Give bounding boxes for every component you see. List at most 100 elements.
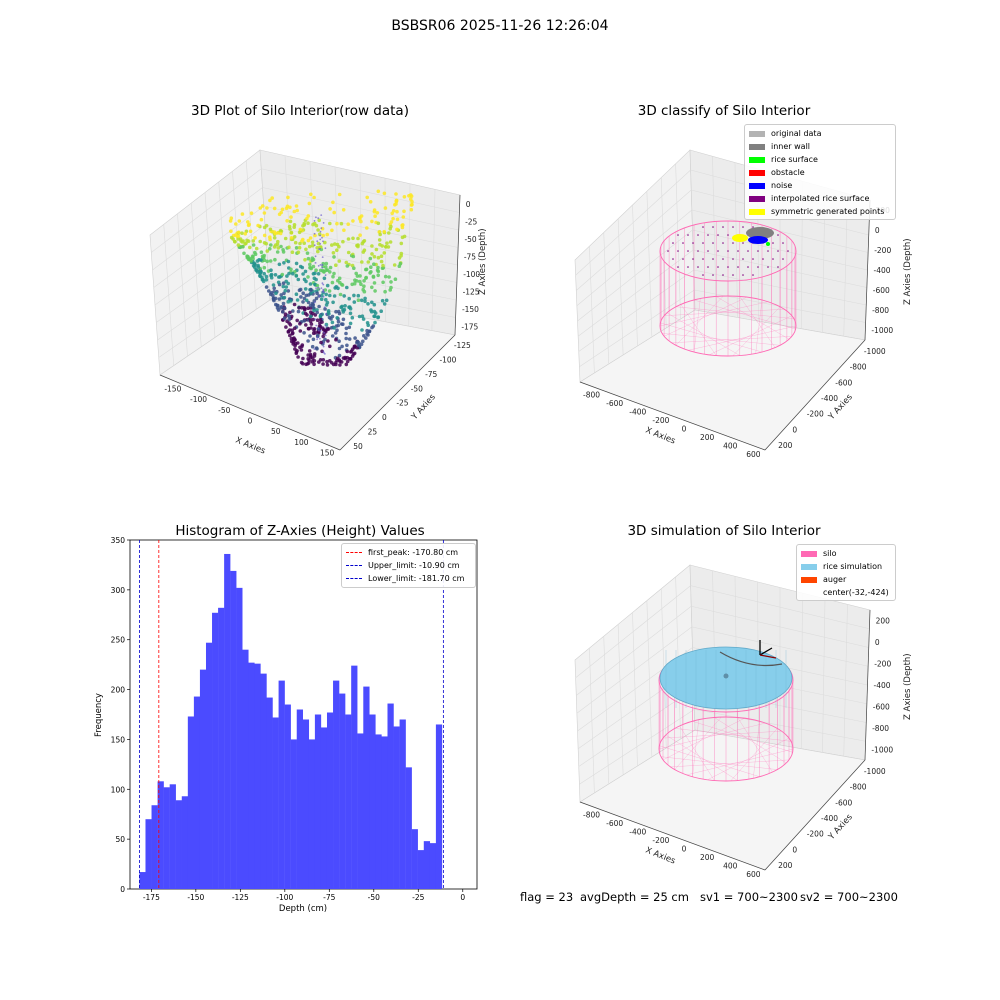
panel2-legend-entry: noise bbox=[749, 179, 891, 192]
histogram-xtick: -100 bbox=[276, 893, 293, 902]
panel1-ylabel: Y Axies bbox=[409, 392, 438, 423]
figure-title: BSBSR06 2025-11-26 12:26:04 bbox=[391, 18, 609, 34]
p1-xtick: 0 bbox=[248, 417, 253, 426]
panel2-classified-points bbox=[667, 226, 789, 276]
legend-label: first_peak: -170.80 cm bbox=[368, 548, 459, 557]
p2-ztick: -800 bbox=[872, 306, 889, 315]
histogram-bar bbox=[145, 819, 152, 889]
histogram-ytick: 150 bbox=[111, 735, 126, 744]
histogram-bar bbox=[163, 787, 170, 889]
p1-ztick: -100 bbox=[463, 270, 480, 279]
legend-label: Lower_limit: -181.70 cm bbox=[368, 574, 465, 583]
panel4-xlabel: X Axies bbox=[644, 846, 677, 867]
p1-ytick: 25 bbox=[368, 427, 378, 436]
p2-xtick: 600 bbox=[746, 450, 761, 459]
histogram-bar bbox=[375, 734, 382, 889]
panel4-legend-entry: center(-32,-424) bbox=[801, 586, 891, 599]
histogram-bar bbox=[399, 719, 406, 889]
panel4-rice-simulation bbox=[659, 640, 793, 710]
p2-ytick: -400 bbox=[821, 394, 838, 403]
p4-ztick: -200 bbox=[874, 660, 891, 669]
histogram-bar bbox=[151, 805, 158, 889]
legend-swatch bbox=[749, 208, 765, 215]
panel2-legend-entry: symmetric generated points bbox=[749, 205, 891, 218]
status-sv2: sv2 = 700~2300 bbox=[800, 890, 898, 904]
histogram-bar bbox=[308, 739, 316, 889]
histogram-bar bbox=[351, 665, 358, 889]
histogram-bar bbox=[345, 714, 352, 889]
p2-xtick: 200 bbox=[700, 433, 715, 442]
p1-xtick: -100 bbox=[190, 395, 207, 404]
status-flag: flag = 23 bbox=[520, 890, 574, 904]
histogram-xtick: -175 bbox=[143, 893, 160, 902]
histogram-bar bbox=[254, 663, 261, 889]
panel2-legend-entry: interpolated rice surface bbox=[749, 192, 891, 205]
p4-xtick: -200 bbox=[652, 836, 669, 845]
p1-ztick: -75 bbox=[464, 252, 476, 261]
p4-ztick: -1000 bbox=[871, 745, 893, 754]
histogram-xtick: -150 bbox=[187, 893, 204, 902]
histogram-bar bbox=[199, 669, 207, 889]
panel1-title: 3D Plot of Silo Interior(row data) bbox=[191, 103, 409, 119]
status-sv1: sv1 = 700~2300 bbox=[700, 890, 798, 904]
histogram-bar bbox=[369, 714, 376, 889]
histogram-ytick: 200 bbox=[111, 686, 126, 695]
histogram-bar bbox=[333, 680, 340, 889]
p1-ztick: -25 bbox=[465, 217, 477, 226]
histogram-legend-entry: first_peak: -170.80 cm bbox=[346, 546, 471, 559]
p1-xtick: 50 bbox=[271, 427, 281, 436]
histogram-bar bbox=[405, 767, 412, 889]
legend-label: rice surface bbox=[771, 155, 818, 164]
p2-xtick: 0 bbox=[682, 424, 687, 433]
histogram-legend-entry: Lower_limit: -181.70 cm bbox=[346, 572, 471, 585]
histogram-chart: -175 -150 -125 -100 -75 -50 -25 0 0 50 100 150 200 2… bbox=[94, 536, 478, 914]
panel4-legend-entry: auger bbox=[801, 573, 891, 586]
p1-xtick: 150 bbox=[320, 449, 335, 458]
histogram-bar bbox=[212, 612, 219, 889]
histogram-bar bbox=[284, 704, 291, 889]
p1-ytick: -125 bbox=[454, 341, 471, 350]
panel2-legend-entry: rice surface bbox=[749, 153, 891, 166]
p1-ztick: -125 bbox=[463, 287, 480, 296]
legend-label: silo bbox=[823, 549, 837, 558]
panel4-zlabel: Z Axies (Depth) bbox=[903, 653, 913, 720]
histogram-bar bbox=[290, 739, 297, 889]
histogram-bar bbox=[363, 686, 370, 889]
legend-line-swatch bbox=[346, 578, 362, 579]
histogram-ytick: 50 bbox=[115, 835, 125, 844]
legend-swatch bbox=[801, 563, 817, 570]
panel1-xlabel: X Axies bbox=[234, 436, 267, 457]
p4-xtick: 0 bbox=[682, 844, 687, 853]
histogram-bar bbox=[169, 784, 176, 889]
p2-ytick: 200 bbox=[778, 441, 793, 450]
histogram-ytick: 250 bbox=[111, 636, 126, 645]
histogram-bar bbox=[320, 727, 328, 889]
p1-ytick: -75 bbox=[425, 370, 437, 379]
legend-label: auger bbox=[823, 575, 847, 584]
p1-xtick: -150 bbox=[164, 384, 181, 393]
histogram-xtick: -25 bbox=[412, 893, 424, 902]
legend-label: Upper_limit: -10.90 cm bbox=[368, 561, 460, 570]
histogram-bar bbox=[387, 703, 394, 889]
histogram-bars bbox=[139, 553, 443, 889]
histogram-xlabel: Depth (cm) bbox=[279, 904, 327, 914]
histogram-bar bbox=[193, 696, 201, 889]
p2-ytick: -800 bbox=[850, 363, 867, 372]
histogram-bar bbox=[435, 724, 443, 889]
p1-ytick: -25 bbox=[396, 399, 408, 408]
legend-label: noise bbox=[771, 181, 793, 190]
panel4-legend-entry: rice simulation bbox=[801, 560, 891, 573]
p4-xtick: 400 bbox=[723, 861, 738, 870]
legend-label: interpolated rice surface bbox=[771, 194, 870, 203]
panel2-legend-entry: obstacle bbox=[749, 166, 891, 179]
histogram-xtick: -125 bbox=[232, 893, 249, 902]
p2-xtick: -800 bbox=[583, 390, 600, 399]
histogram-bar bbox=[157, 781, 164, 889]
histogram-ytick: 300 bbox=[111, 586, 126, 595]
p4-xtick: 600 bbox=[746, 870, 761, 879]
histogram-legend: first_peak: -170.80 cm Upper_limit: -10.9… bbox=[341, 543, 476, 588]
histogram-bar bbox=[218, 607, 225, 889]
histogram-bar bbox=[357, 733, 364, 889]
